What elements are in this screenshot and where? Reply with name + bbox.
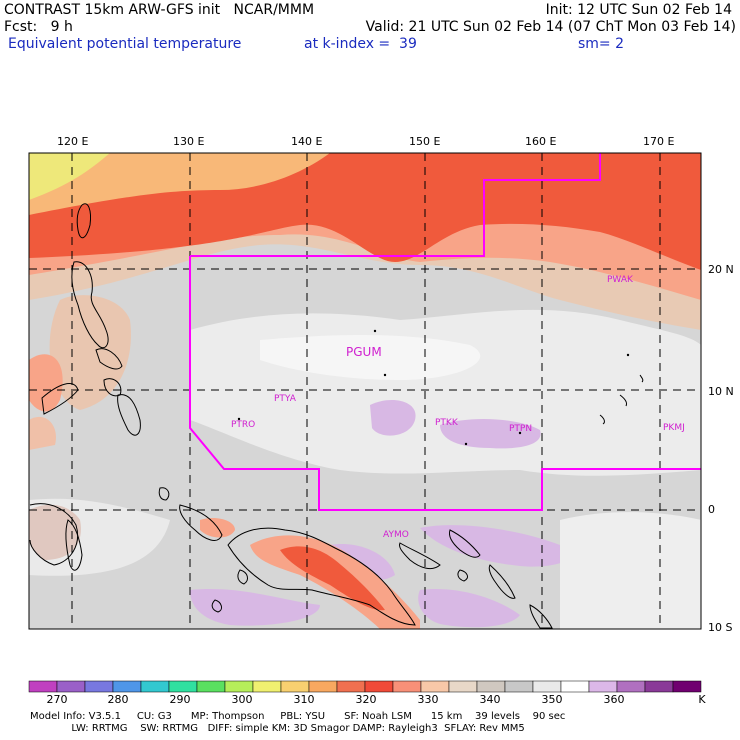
coastlines <box>29 203 644 629</box>
model-title: CONTRAST 15km ARW-GFS init NCAR/MMM <box>4 2 315 18</box>
cb-label-300: 300 <box>231 693 253 706</box>
level-info: at k-index = 39 <box>304 36 417 52</box>
cb-label-270: 270 <box>46 693 68 706</box>
colorbar-swatch <box>504 680 534 693</box>
cb-label-350: 350 <box>541 693 563 706</box>
colorbar-swatch <box>84 680 114 693</box>
colorbar-swatch <box>616 680 646 693</box>
cb-label-340: 340 <box>479 693 501 706</box>
model-info-line2: LW: RRTMG SW: RRTMG DIFF: simple KM: 3D … <box>30 723 525 734</box>
station-ptya: PTYA <box>274 394 297 404</box>
smoothing-info: sm= 2 <box>578 36 625 52</box>
cb-label-310: 310 <box>293 693 315 706</box>
lon-label-130e: 130 E <box>173 135 205 148</box>
init-time: Init: 12 UTC Sun 02 Feb 14 <box>545 2 732 18</box>
boundary-polyline <box>189 153 701 511</box>
colorbar-swatch <box>140 680 170 693</box>
forecast-hour: Fcst: 9 h <box>4 19 73 35</box>
lon-label-170e: 170 E <box>643 135 675 148</box>
colorbar-swatch <box>280 680 310 693</box>
valid-time: Valid: 21 UTC Sun 02 Feb 14 (07 ChT Mon … <box>365 19 736 35</box>
colorbar-swatch <box>252 680 282 693</box>
colorbar-swatch <box>224 680 254 693</box>
colorbar-swatch <box>560 680 590 693</box>
station-pkmj: PKMJ <box>663 423 685 433</box>
colorbar-swatch <box>532 680 562 693</box>
colorbar-swatch <box>644 680 674 693</box>
cb-label-360: 360 <box>603 693 625 706</box>
lat-label-10s: 10 S <box>708 621 733 634</box>
theta-e-field <box>29 153 701 629</box>
colorbar-swatch <box>448 680 478 693</box>
cb-label-290: 290 <box>169 693 191 706</box>
colorbar-swatch <box>672 680 702 693</box>
colorbar-swatch <box>364 680 394 693</box>
cb-label-unit: K <box>698 693 706 706</box>
station-ptkk: PTKK <box>435 418 459 428</box>
colorbar-swatch <box>28 680 58 693</box>
cb-label-320: 320 <box>355 693 377 706</box>
colorbar-swatch <box>112 680 142 693</box>
station-pgum: PGUM <box>346 345 382 359</box>
lat-label-equator: 0 <box>708 503 715 516</box>
lon-label-120e: 120 E <box>57 135 89 148</box>
colorbar-swatch <box>392 680 422 693</box>
lon-label-160e: 160 E <box>525 135 557 148</box>
colorbar-swatch <box>336 680 366 693</box>
cb-label-330: 330 <box>417 693 439 706</box>
cb-label-280: 280 <box>107 693 129 706</box>
colorbar-swatch <box>476 680 506 693</box>
lon-label-140e: 140 E <box>291 135 323 148</box>
colorbar-swatch <box>196 680 226 693</box>
station-ptro: PTRO <box>231 420 255 430</box>
colorbar-swatch <box>588 680 618 693</box>
station-ptpn: PTPN <box>509 424 532 434</box>
lon-label-150e: 150 E <box>409 135 441 148</box>
lat-label-10n: 10 N <box>708 385 734 398</box>
colorbar-swatch <box>420 680 450 693</box>
colorbar-swatch <box>308 680 338 693</box>
lat-label-20n: 20 N <box>708 263 734 276</box>
plot-frame <box>28 152 702 630</box>
colorbar-swatch <box>168 680 198 693</box>
model-info-line1: Model Info: V3.5.1 CU: G3 MP: Thompson P… <box>30 711 566 722</box>
colorbar-swatch <box>56 680 86 693</box>
field-name: Equivalent potential temperature <box>8 36 242 52</box>
colorbar <box>28 680 702 693</box>
station-pwak: PWAK <box>607 275 634 285</box>
station-aymo: AYMO <box>383 530 409 540</box>
station-dots <box>237 329 630 446</box>
